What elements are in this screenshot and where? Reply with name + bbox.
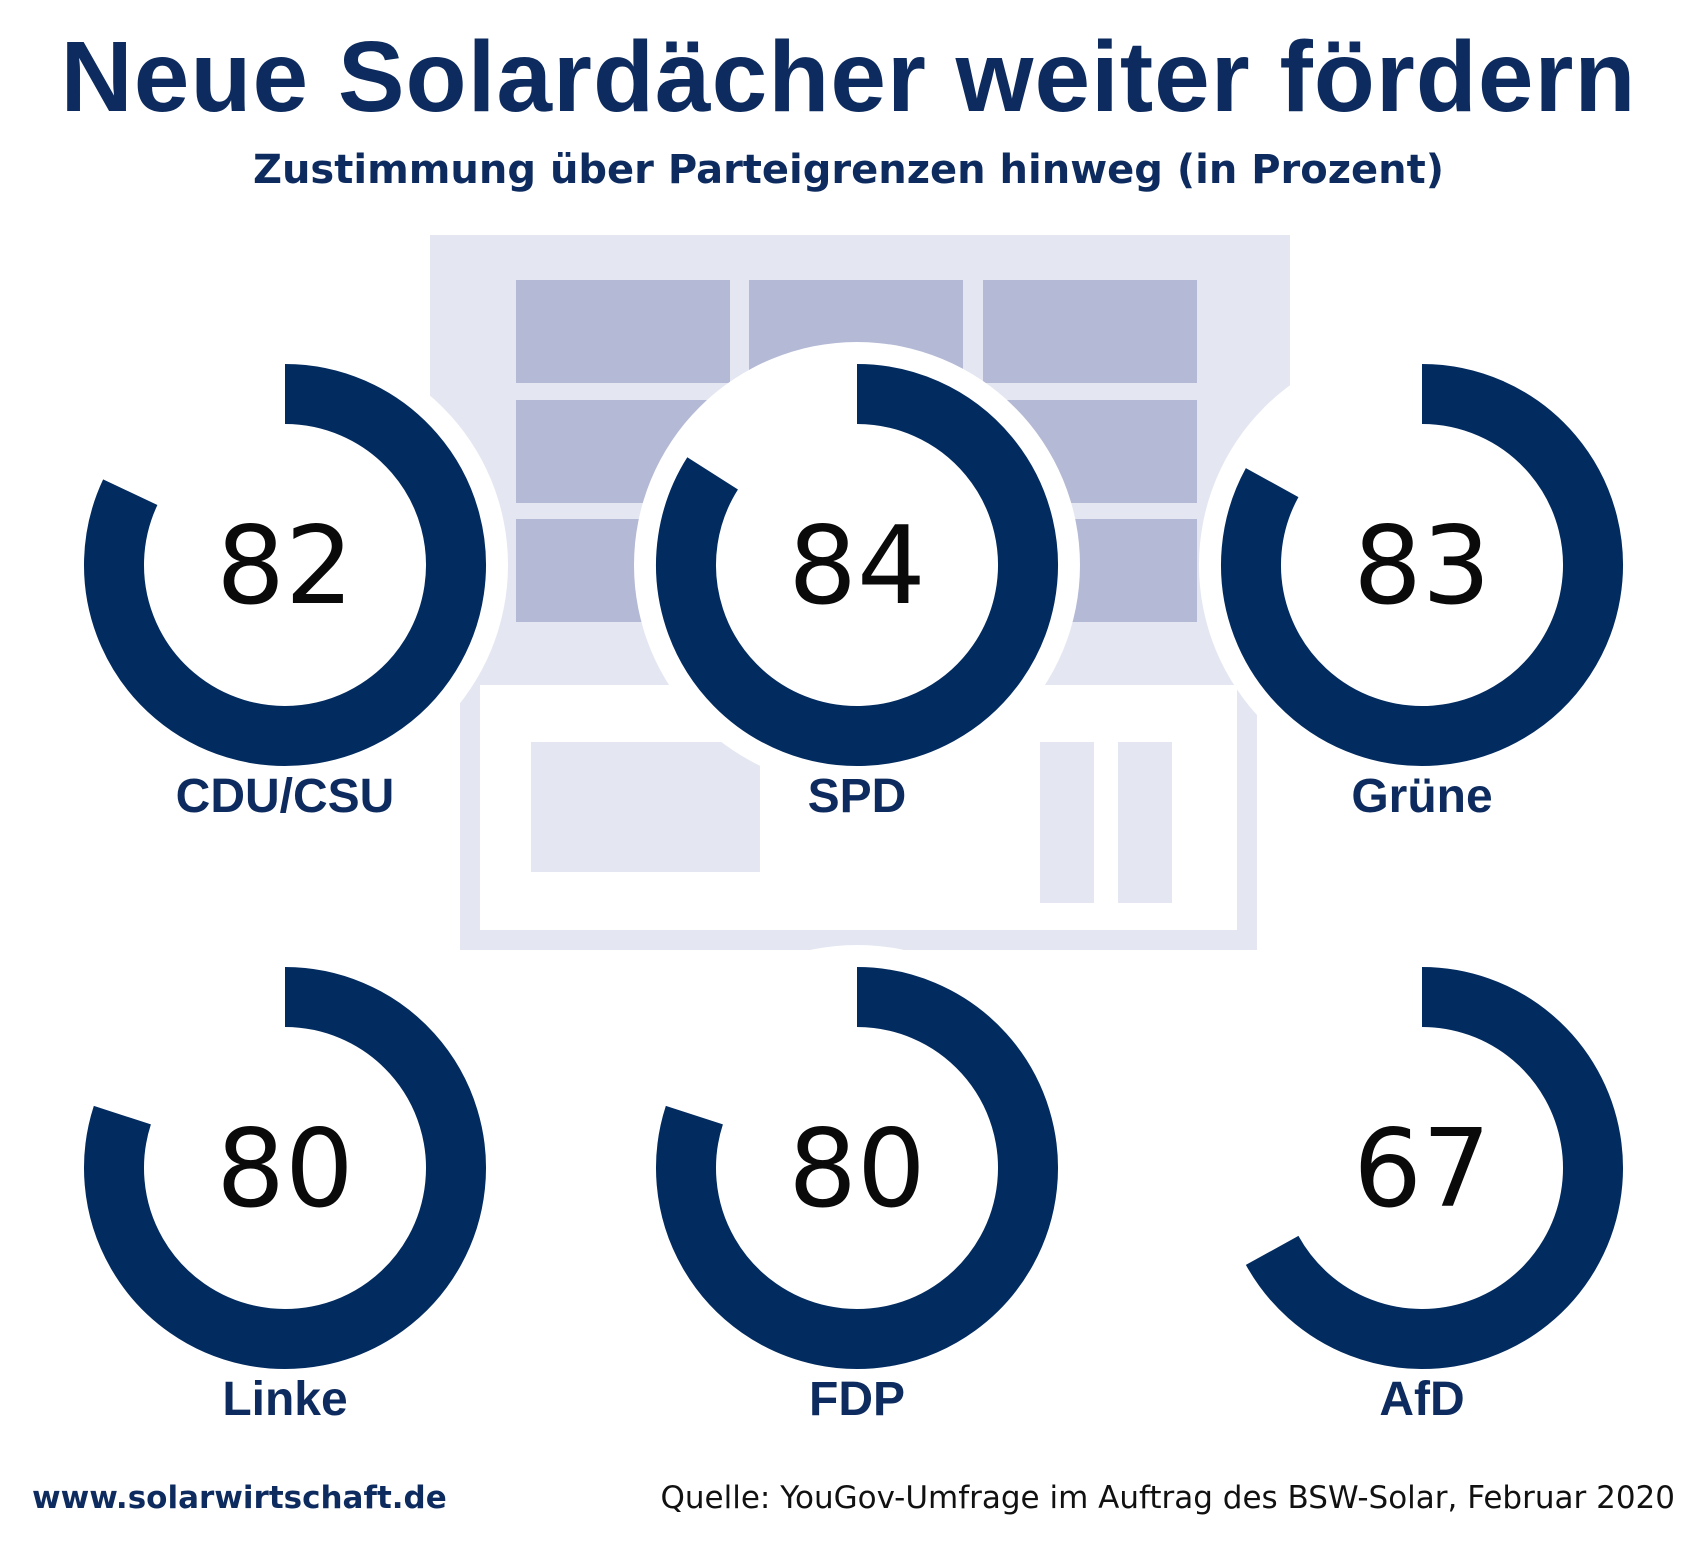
donut-arc — [84, 967, 486, 1369]
donut-item: 67 AfD — [1199, 945, 1645, 1426]
chart-subtitle: Zustimmung über Parteigrenzen hinweg (in… — [252, 147, 1445, 193]
house-window — [531, 742, 760, 872]
donut-label: AfD — [1379, 1373, 1464, 1426]
footer-website: www.solarwirtschaft.de — [32, 1480, 447, 1516]
donut-charts: 82 CDU/CSU 84 SPD 83 Grüne 80 Linke 80 FDP 67 AfD — [62, 342, 1645, 1426]
roof-solar-panel — [983, 280, 1197, 383]
donut-arc — [84, 364, 486, 766]
donut-value: 84 — [788, 504, 925, 629]
house-door-right — [1118, 742, 1172, 903]
donut-arc — [656, 364, 1058, 766]
donut-item: 82 CDU/CSU — [62, 342, 508, 823]
donut-item: 80 Linke — [62, 945, 508, 1426]
donut-value: 83 — [1353, 504, 1490, 629]
donut-label: CDU/CSU — [176, 770, 395, 823]
roof-solar-panel — [516, 280, 730, 383]
house-door-left — [1040, 742, 1094, 903]
donut-item: 84 SPD — [634, 342, 1080, 823]
donut-arc — [656, 967, 1058, 1369]
donut-value: 82 — [216, 504, 353, 629]
donut-label: FDP — [809, 1373, 905, 1426]
donut-value: 67 — [1353, 1107, 1490, 1232]
donut-arc — [1245, 967, 1623, 1369]
donut-label: Grüne — [1351, 770, 1492, 823]
donut-value: 80 — [788, 1107, 925, 1232]
donut-item: 83 Grüne — [1199, 342, 1645, 823]
donut-item: 80 FDP — [634, 945, 1080, 1426]
chart-title: Neue Solardächer weiter fördern — [60, 21, 1637, 133]
donut-arc — [1221, 364, 1623, 766]
donut-label: Linke — [222, 1373, 347, 1426]
donut-value: 80 — [216, 1107, 353, 1232]
donut-label: SPD — [808, 770, 907, 823]
footer-source: Quelle: YouGov-Umfrage im Auftrag des BS… — [660, 1480, 1675, 1516]
